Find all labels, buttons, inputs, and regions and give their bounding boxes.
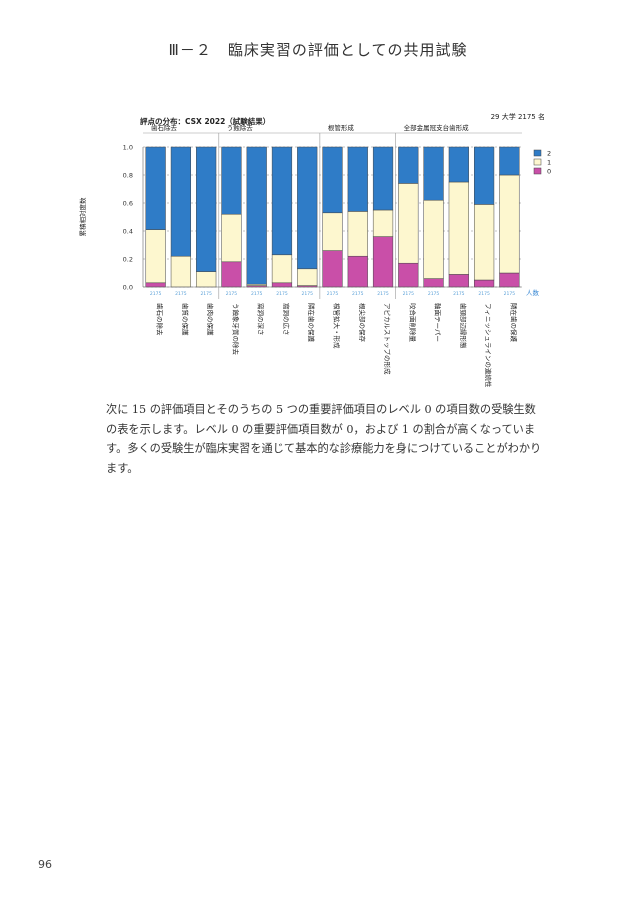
- bar-segment-level-2: [423, 146, 444, 201]
- count-label: 2175: [478, 291, 490, 297]
- bar-segment-level-0: [322, 250, 343, 288]
- count-label: 2175: [428, 291, 440, 297]
- bar-segment-level-1: [448, 181, 469, 275]
- count-label: 2175: [200, 291, 212, 297]
- bar-segment-level-1: [423, 199, 444, 279]
- count-label: 2175: [175, 291, 187, 297]
- bar-segment-level-1: [372, 209, 394, 237]
- x-category-label: 歯頸部辺縁形態: [459, 303, 468, 349]
- group-label: 全部金属冠支台歯形成: [404, 123, 470, 132]
- count-label: 2175: [302, 291, 314, 297]
- count-label: 2175: [403, 291, 415, 297]
- bar-segment-level-1: [322, 212, 343, 251]
- x-category-label: 咬合面削除量: [408, 303, 417, 343]
- bar-segment-level-1: [398, 183, 419, 264]
- x-category-label: アピカルストップの形成: [383, 303, 392, 375]
- legend-label: 0: [547, 168, 551, 176]
- bar-segment-level-2: [196, 146, 217, 272]
- bar-segment-level-0: [499, 272, 520, 288]
- bar-segment-level-2: [246, 146, 267, 285]
- y-tick-label: 0.2: [123, 256, 133, 264]
- bar-segment-level-2: [271, 146, 293, 256]
- bar-segment-level-0: [347, 255, 368, 288]
- bar-segment-level-0: [448, 274, 469, 288]
- x-category-label: 根尖部の保存: [358, 303, 367, 343]
- y-tick-label: 0.6: [123, 200, 133, 208]
- bar-segment-level-0: [372, 236, 394, 288]
- bar-segment-level-1: [297, 268, 318, 286]
- bar-segment-level-2: [347, 146, 368, 212]
- bar-segment-level-1: [170, 255, 192, 288]
- bar-segment-level-0: [271, 282, 293, 288]
- count-label: 2175: [251, 291, 263, 297]
- count-label: 2175: [327, 291, 339, 297]
- bar-segment-level-0: [398, 262, 419, 288]
- bar-segment-level-0: [473, 279, 495, 288]
- count-label: 2175: [504, 291, 516, 297]
- x-category-label: フィニッシュラインの連続性: [484, 303, 493, 388]
- legend-label: 2: [547, 150, 551, 158]
- x-category-label: 窩洞の深さ: [257, 303, 266, 336]
- count-label: 2175: [352, 291, 364, 297]
- group-label: 根管形成: [328, 123, 355, 132]
- chart-title: 評点の分布：CSX 2022（試験結果）: [140, 116, 270, 126]
- count-label: 2175: [377, 291, 389, 297]
- count-label: 2175: [226, 291, 238, 297]
- bar-segment-level-1: [196, 271, 217, 288]
- x-category-label: 隣在歯の保護: [509, 303, 518, 343]
- legend-swatch-1: [533, 158, 542, 166]
- x-category-label: 根管拡大・形成: [333, 303, 342, 349]
- x-category-label: う蝕象牙質の除去: [231, 303, 240, 356]
- bar-segment-level-2: [221, 146, 242, 215]
- bar-segment-level-1: [145, 229, 166, 284]
- bar-segment-level-2: [372, 146, 394, 211]
- bar-segment-level-0: [221, 261, 242, 288]
- count-label: 2175: [453, 291, 465, 297]
- y-tick-label: 0.0: [123, 284, 133, 292]
- legend-swatch-2: [533, 149, 542, 157]
- bar-segment-level-2: [170, 146, 192, 257]
- bar-segment-level-2: [297, 146, 318, 270]
- count-label: 2175: [150, 291, 162, 297]
- y-tick-label: 0.8: [123, 172, 133, 180]
- bar-segment-level-0: [423, 278, 444, 288]
- plot-area: 0.0 0.2 0.4 0.6 0.8 1.0 歯石除去 う蝕除去 根管形成 全部金属冠支台歯形成…: [123, 123, 551, 388]
- y-tick-label: 1.0: [123, 144, 133, 152]
- bar-segment-level-2: [473, 146, 495, 205]
- paragraph-text: 次に 15 の評価項目とそのうちの 5 つの重要評価項目のレベル 0 の項目数の…: [106, 403, 542, 475]
- x-category-label: 歯石の除去: [156, 303, 165, 336]
- x-category-label: 軸面テーパー: [434, 303, 443, 342]
- stacked-bar-chart: 評点の分布：CSX 2022（試験結果） 29 大学 2175 名 累積相対度数…: [78, 112, 551, 388]
- y-axis-label: 累積相対度数: [78, 197, 87, 237]
- count-label: 2175: [276, 291, 288, 297]
- legend-label: 1: [547, 159, 551, 167]
- y-tick-label: 0.4: [123, 228, 133, 236]
- bar-segment-level-0: [145, 282, 166, 288]
- bar-segment-level-1: [221, 213, 242, 263]
- x-category-label: 歯肉の保護: [206, 303, 215, 336]
- bar-segment-level-2: [398, 146, 419, 184]
- group-label: う蝕除去: [227, 123, 254, 132]
- bar-segment-level-2: [448, 146, 469, 183]
- group-label: 歯石除去: [151, 123, 178, 132]
- bar-segment-level-1: [347, 211, 368, 257]
- page-heading: Ⅲ－２ 臨床実習の評価としての共用試験: [168, 41, 468, 59]
- bar-segment-level-1: [473, 204, 495, 281]
- bar-segment-level-1: [499, 174, 520, 274]
- count-axis-label: 人数: [526, 288, 540, 297]
- bar-segment-level-2: [145, 146, 166, 230]
- page-number: 96: [38, 858, 52, 871]
- legend-swatch-0: [533, 167, 542, 175]
- x-category-label: 窩洞の広さ: [282, 303, 291, 336]
- body-paragraph: 次に 15 の評価項目とそのうちの 5 つの重要評価項目のレベル 0 の項目数の…: [106, 400, 546, 478]
- x-category-label: 隣在歯の保護: [307, 303, 316, 343]
- chart-subtitle: 29 大学 2175 名: [491, 112, 545, 121]
- bar-segment-level-2: [322, 146, 343, 214]
- bar-segment-level-1: [271, 254, 293, 284]
- bar-segment-level-2: [499, 146, 520, 176]
- x-category-label: 歯質の保護: [181, 303, 190, 336]
